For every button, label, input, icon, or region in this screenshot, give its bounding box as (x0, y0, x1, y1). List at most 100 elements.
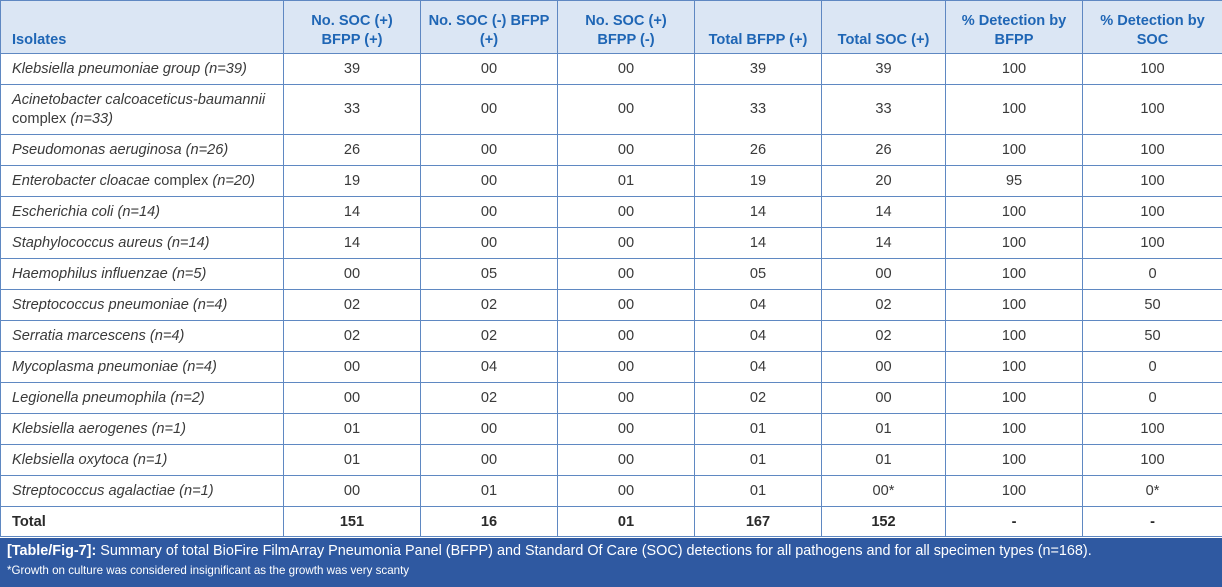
value-cell: 01 (283, 413, 421, 445)
total-value-cell: 151 (283, 506, 421, 537)
isolate-name-cell: Pseudomonas aeruginosa (n=26) (0, 134, 284, 166)
value-cell: 02 (283, 320, 421, 352)
value-cell: 100 (1082, 227, 1222, 259)
value-cell: 00 (420, 134, 558, 166)
value-cell: 00 (557, 382, 695, 414)
header-col-2: No. SOC (-) BFPP (+) (420, 0, 558, 54)
value-cell: 00 (557, 444, 695, 476)
value-cell: 00 (557, 351, 695, 383)
value-cell: 100 (1082, 134, 1222, 166)
table-row: Escherichia coli (n=14) 14 00 00 14 14 100 100 (0, 196, 1222, 228)
value-cell: 00 (420, 196, 558, 228)
isolate-count: (n=4) (192, 297, 228, 313)
table-row: Klebsiella oxytoca (n=1) 01 00 00 01 01 100 100 (0, 444, 1222, 476)
value-cell: 00 (283, 382, 421, 414)
value-cell: 01 (821, 444, 946, 476)
isolate-name: Serratia marcescens (12, 328, 146, 344)
table-row: Acinetobacter calcoaceticus-baumannii co… (0, 84, 1222, 135)
isolate-count: (n=26) (185, 142, 229, 158)
value-cell: 00 (557, 258, 695, 290)
value-cell: 02 (420, 289, 558, 321)
header-col-5: Total SOC (+) (821, 0, 946, 54)
isolate-name-cell: Mycoplasma pneumoniae (n=4) (0, 351, 284, 383)
isolate-name: Pseudomonas aeruginosa (12, 142, 182, 158)
total-label: Total (0, 506, 284, 537)
isolate-count: (n=14) (166, 235, 210, 251)
table-row: Enterobacter cloacae complex (n=20) 19 00 0… (0, 165, 1222, 197)
isolate-name-cell: Staphylococcus aureus (n=14) (0, 227, 284, 259)
value-cell: 33 (821, 84, 946, 135)
value-cell: 04 (694, 320, 822, 352)
value-cell: 00 (557, 227, 695, 259)
value-cell: 0 (1082, 382, 1222, 414)
value-cell: 00 (283, 351, 421, 383)
isolate-name-cell: Streptococcus pneumoniae (n=4) (0, 289, 284, 321)
value-cell: 14 (821, 196, 946, 228)
isolate-name: Haemophilus influenzae (12, 266, 168, 282)
header-row: Isolates No. SOC (+) BFPP (+) No. SOC (-) … (0, 0, 1222, 54)
value-cell: 100 (945, 475, 1083, 507)
value-cell: 100 (945, 196, 1083, 228)
total-value-cell: - (1082, 506, 1222, 537)
value-cell: 100 (1082, 53, 1222, 85)
header-col-4: Total BFPP (+) (694, 0, 822, 54)
table-row: Serratia marcescens (n=4) 02 02 00 04 02 100 50 (0, 320, 1222, 352)
table-row: Legionella pneumophila (n=2) 00 02 00 02 00 10… (0, 382, 1222, 414)
isolate-count: (n=4) (182, 359, 217, 375)
value-cell: 00 (821, 258, 946, 290)
value-cell: 0 (1082, 258, 1222, 290)
value-cell: 00 (557, 413, 695, 445)
value-cell: 02 (694, 382, 822, 414)
caption-label: [Table/Fig-7]: (7, 543, 97, 559)
value-cell: 00 (283, 258, 421, 290)
isolate-count: (n=1) (179, 483, 214, 499)
value-cell: 02 (821, 320, 946, 352)
table-caption: [Table/Fig-7]: Summary of total BioFire … (0, 538, 1222, 587)
value-cell: 00 (420, 413, 558, 445)
header-col-1: No. SOC (+) BFPP (+) (283, 0, 421, 54)
value-cell: 26 (694, 134, 822, 166)
value-cell: 00* (821, 475, 946, 507)
value-cell: 100 (945, 413, 1083, 445)
isolate-count: (n=14) (117, 204, 161, 220)
header-col-3: No. SOC (+) BFPP (-) (557, 0, 695, 54)
value-cell: 01 (821, 413, 946, 445)
table-row: Pseudomonas aeruginosa (n=26) 26 00 00 26 26 1… (0, 134, 1222, 166)
value-cell: 14 (283, 227, 421, 259)
value-cell: 05 (694, 258, 822, 290)
isolate-count: (n=2) (170, 390, 205, 406)
value-cell: 00 (283, 475, 421, 507)
header-col-7: % Detection by SOC (1082, 0, 1222, 54)
isolate-name-cell: Haemophilus influenzae (n=5) (0, 258, 284, 290)
value-cell: 01 (694, 444, 822, 476)
value-cell: 00 (420, 53, 558, 85)
value-cell: 100 (1082, 84, 1222, 135)
value-cell: 100 (1082, 444, 1222, 476)
value-cell: 02 (420, 320, 558, 352)
isolate-name: Klebsiella oxytoca (12, 452, 129, 468)
isolate-count: (n=4) (149, 328, 185, 344)
isolate-name: Streptococcus pneumoniae (12, 297, 189, 313)
caption-footnote: *Growth on culture was considered insign… (7, 564, 410, 577)
value-cell: 00 (420, 227, 558, 259)
isolate-name: Klebsiella aerogenes (12, 421, 148, 437)
value-cell: 100 (1082, 196, 1222, 228)
caption-text: Summary of total BioFire FilmArray Pneum… (100, 543, 1092, 559)
isolate-count: (n=20) (212, 173, 255, 189)
table-body: Klebsiella pneumoniae group (n=39) 39 00 00… (0, 53, 1222, 537)
isolate-name-cell: Klebsiella oxytoca (n=1) (0, 444, 284, 476)
value-cell: 00 (420, 165, 558, 197)
value-cell: 39 (821, 53, 946, 85)
value-cell: 100 (1082, 165, 1222, 197)
table-row: Streptococcus pneumoniae (n=4) 02 02 00 04 02… (0, 289, 1222, 321)
isolate-name-suffix: complex (153, 173, 209, 189)
isolate-name: Acinetobacter calcoaceticus-baumannii (12, 91, 266, 108)
isolate-name: Enterobacter cloacae (12, 173, 150, 189)
isolate-name: Mycoplasma pneumoniae (12, 359, 179, 375)
value-cell: 20 (821, 165, 946, 197)
value-cell: 100 (945, 320, 1083, 352)
total-value-cell: 152 (821, 506, 946, 537)
value-cell: 01 (694, 413, 822, 445)
value-cell: 01 (420, 475, 558, 507)
total-value-cell: 167 (694, 506, 822, 537)
